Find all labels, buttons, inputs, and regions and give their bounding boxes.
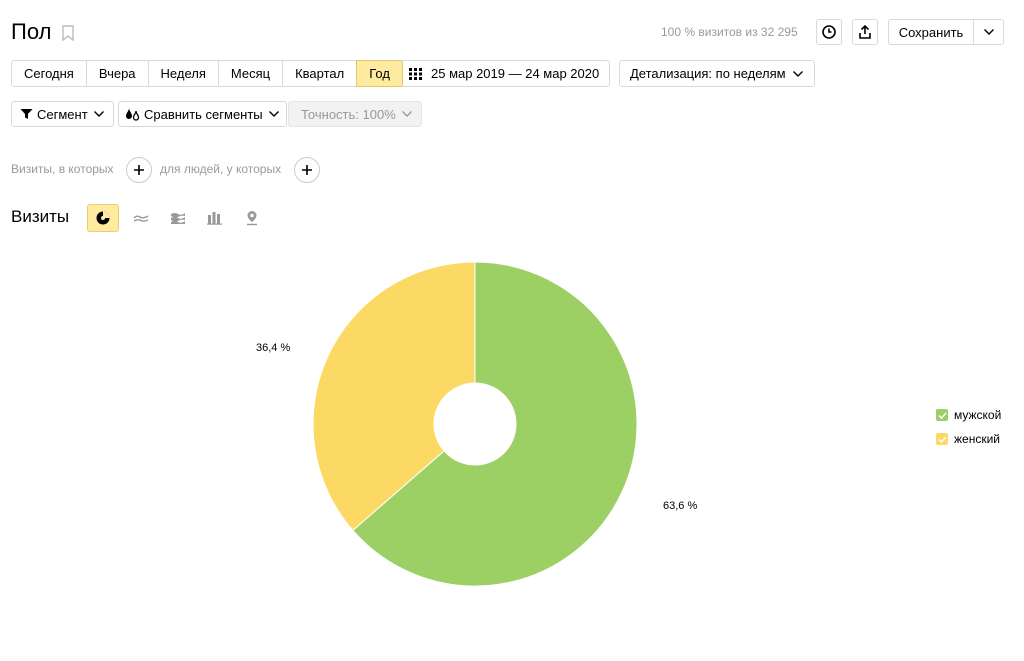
period-week[interactable]: Неделя — [147, 60, 219, 87]
export-button[interactable] — [852, 19, 878, 45]
add-visit-condition-button[interactable] — [126, 157, 152, 183]
period-quarter[interactable]: Квартал — [282, 60, 358, 87]
calendar-icon — [409, 67, 422, 80]
accuracy-select[interactable]: Точность: 100% — [288, 101, 422, 127]
legend-label-female: женский — [954, 432, 1000, 446]
visits-info: 100 % визитов из 32 295 — [661, 25, 798, 39]
visits-condition-label: Визиты, в которых — [11, 162, 114, 176]
legend-label-male: мужской — [954, 408, 1002, 422]
compare-label: Сравнить сегменты — [144, 106, 263, 122]
filter-icon — [20, 109, 33, 119]
donut-slice-female[interactable] — [312, 261, 476, 532]
area-chart-icon — [171, 213, 185, 224]
bar-chart-icon — [207, 212, 222, 225]
chevron-down-icon — [792, 70, 803, 77]
bar-chart-button[interactable] — [199, 204, 231, 232]
save-options-button[interactable] — [973, 19, 1004, 45]
share-icon — [859, 24, 871, 39]
chart-metric-label: Визиты — [11, 207, 70, 226]
history-button[interactable] — [816, 19, 842, 45]
compare-icon — [126, 108, 140, 121]
legend-item-male[interactable]: мужской — [936, 407, 1001, 423]
segment-button[interactable]: Сегмент — [11, 101, 114, 127]
pie-chart-button[interactable] — [87, 204, 119, 232]
detail-select[interactable]: Детализация: по неделям — [619, 60, 815, 87]
period-month[interactable]: Месяц — [217, 60, 284, 87]
line-chart-icon — [133, 215, 149, 222]
period-today[interactable]: Сегодня — [11, 60, 87, 87]
plus-icon — [302, 165, 312, 175]
checkbox-checked-icon — [936, 409, 948, 421]
male-percent-label: 63,6 % — [663, 500, 698, 512]
checkbox-checked-icon — [936, 433, 948, 445]
plus-icon — [134, 165, 144, 175]
female-percent-label: 36,4 % — [256, 342, 291, 354]
chevron-down-icon — [93, 111, 104, 117]
page-title: Пол — [11, 19, 52, 44]
line-chart-button[interactable] — [125, 204, 157, 232]
period-yesterday[interactable]: Вчера — [85, 60, 149, 87]
add-people-condition-button[interactable] — [294, 157, 320, 183]
area-chart-button[interactable] — [162, 204, 194, 232]
chevron-down-icon — [268, 111, 279, 117]
map-button[interactable] — [236, 204, 268, 232]
period-selector: Сегодня Вчера Неделя Месяц Квартал Год — [11, 60, 403, 87]
pie-chart-icon — [96, 211, 110, 225]
map-icon — [247, 211, 257, 226]
bookmark-icon[interactable] — [62, 25, 74, 46]
accuracy-label: Точность: 100% — [301, 106, 396, 122]
chevron-down-icon — [401, 111, 412, 117]
donut-slice-male[interactable] — [352, 261, 638, 587]
detail-label: Детализация: по неделям — [630, 66, 786, 81]
save-button[interactable]: Сохранить — [888, 19, 974, 45]
legend-item-female[interactable]: женский — [936, 431, 1001, 447]
people-condition-label: для людей, у которых — [160, 162, 282, 176]
clock-icon — [822, 25, 836, 39]
period-year[interactable]: Год — [356, 60, 403, 87]
donut-chart — [312, 261, 638, 587]
chevron-down-icon — [983, 29, 994, 35]
segment-label: Сегмент — [37, 106, 88, 122]
date-range-picker[interactable]: 25 мар 2019 — 24 мар 2020 — [398, 60, 611, 87]
compare-segments-button[interactable]: Сравнить сегменты — [118, 101, 287, 127]
chart-legend: мужской женский — [936, 407, 1001, 447]
date-range-label: 25 мар 2019 — 24 мар 2020 — [431, 66, 600, 81]
